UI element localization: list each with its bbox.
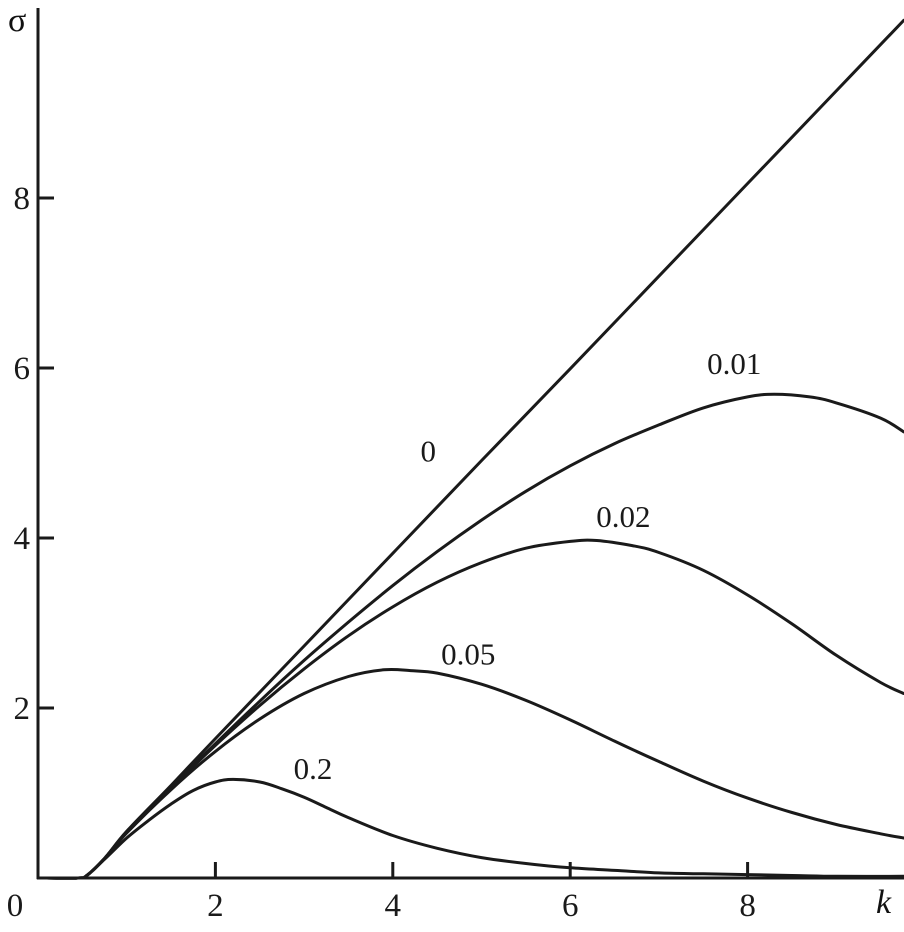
y-axis-label: σ bbox=[8, 2, 27, 39]
axes bbox=[36, 8, 904, 880]
curve-0.02 bbox=[36, 538, 904, 880]
curves bbox=[36, 18, 904, 880]
x-tick-label: 2 bbox=[207, 888, 224, 924]
curve-0 bbox=[36, 18, 904, 880]
curve-0.01-label: 0.01 bbox=[707, 346, 761, 381]
curve-0.2 bbox=[36, 777, 904, 880]
ticks bbox=[38, 196, 750, 878]
y-tick-label: 2 bbox=[14, 691, 31, 727]
y-tick-label: 8 bbox=[14, 181, 31, 217]
curve-0.2-label: 0.2 bbox=[294, 751, 333, 786]
y-tick-label: 6 bbox=[14, 351, 31, 387]
curve-0.05 bbox=[36, 667, 904, 880]
curve-0.02-label: 0.02 bbox=[596, 499, 650, 534]
x-tick-label: 8 bbox=[739, 888, 756, 924]
x-tick-label: 4 bbox=[385, 888, 402, 924]
x-tick-label: 6 bbox=[562, 888, 579, 924]
origin-label: 0 bbox=[7, 888, 24, 924]
curve-labels: 0 0.01 0.02 0.05 0.2 bbox=[294, 346, 762, 786]
x-axis-label: k bbox=[876, 884, 892, 921]
y-tick-label: 4 bbox=[14, 521, 31, 557]
curve-0-label: 0 bbox=[421, 433, 437, 468]
curve-0.05-label: 0.05 bbox=[441, 636, 495, 671]
tick-labels: 2 4 6 8 2 4 6 8 0 bbox=[7, 181, 756, 924]
